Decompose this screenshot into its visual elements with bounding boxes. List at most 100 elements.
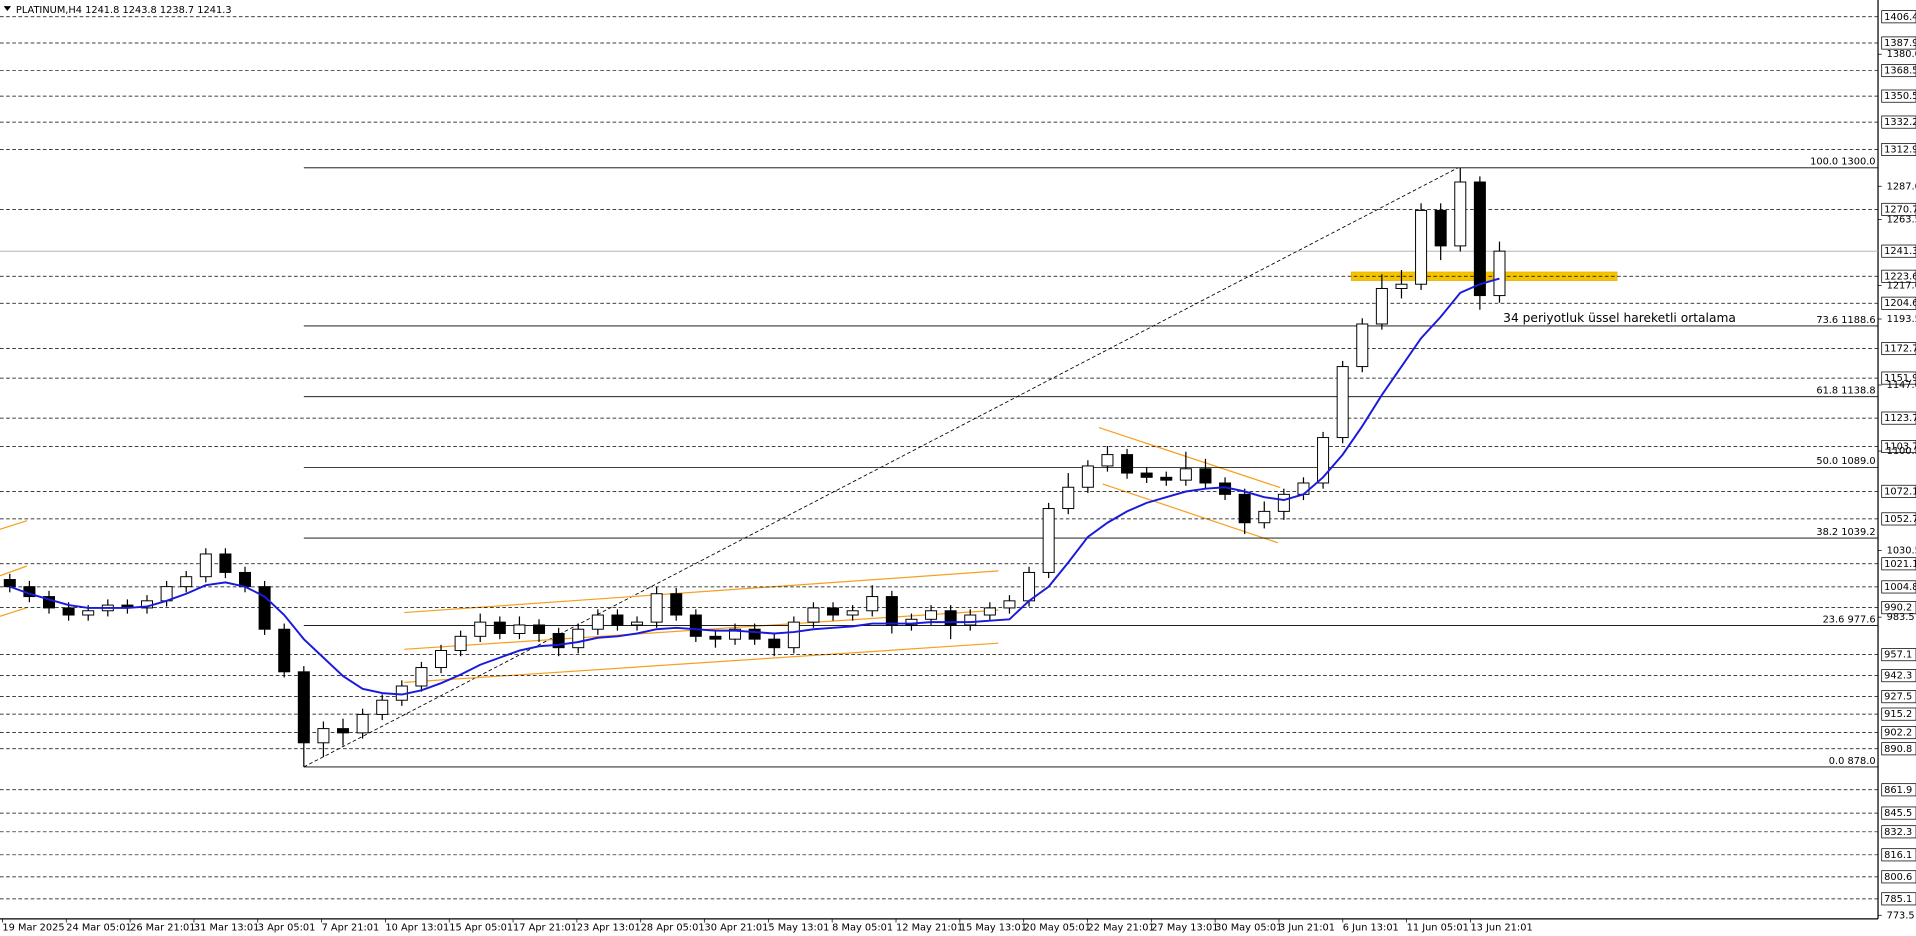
level-box [1881,825,1916,839]
level-box [1881,669,1916,683]
level-box [1881,440,1916,453]
level-box [1881,648,1916,662]
x-tick-label: 3 Apr 05:01 [258,922,316,933]
level-box [1881,342,1916,356]
level-label: 1072.1 [1884,486,1916,497]
candle-body [1375,287,1388,325]
candle-body [1356,323,1369,368]
level-box [1881,36,1916,50]
header-arrow [3,6,12,12]
x-tick-label: 8 May 05:01 [832,922,893,933]
candle-body [709,635,722,640]
candle-body [1121,454,1134,474]
level-label: 1406.4 [1884,12,1916,23]
x-tick-label: 11 Jun 05:01 [1407,922,1469,933]
candle-body [376,699,389,715]
marks [3,167,1506,767]
x-tick-label: 15 May 13:01 [960,922,1027,933]
level-label: 1172.7 [1884,344,1916,355]
candle-body [1101,454,1114,467]
channel2-lower [1102,483,1278,544]
y-tick-label: 773.5 [1887,910,1915,921]
candle-body [258,586,271,630]
candle-body [650,593,663,623]
candle-body [42,596,56,609]
candle-body [435,650,448,669]
candle-body [944,610,957,626]
level-label: 1151.9 [1884,373,1916,384]
x-tick-label: 28 Apr 05:01 [641,922,705,933]
candle-body [1415,209,1428,285]
y-tick-label: 1193.5 [1887,314,1916,325]
y-tick-label: 1100.5 [1887,446,1916,457]
level-label: 785.1 [1884,894,1912,905]
candle-body [1081,465,1094,488]
level-box [1881,296,1916,310]
x-tick-label: 24 Mar 05:01 [66,922,131,933]
candle-body [3,579,16,588]
candle-body [1434,209,1447,247]
level-box [1881,783,1916,797]
candle-body [729,628,742,640]
fib-label: 100.0 1300.0 [1810,157,1875,168]
x-tick-label: 22 May 21:01 [1087,922,1154,933]
x-tick-label: 12 May 21:01 [896,922,963,933]
candle-body [317,728,330,744]
candle-body [356,713,369,734]
fib-label: 50.0 1089.0 [1816,456,1875,467]
x-tick-label: 31 Mar 13:01 [194,922,259,933]
level-box [1881,512,1916,526]
level-label: 1270.7 [1884,204,1916,215]
y-tick-label: 1217.0 [1887,281,1916,292]
candle-body [1160,476,1173,481]
level-box [1881,143,1916,156]
level-label: 990.2 [1884,603,1912,614]
level-box [1881,557,1916,571]
candle-body [1140,472,1153,478]
candle-body [748,628,761,640]
candle-body [1297,482,1310,495]
x-tick-label: 15 Apr 05:01 [449,922,513,933]
x-tick-label: 23 Apr 13:01 [577,922,641,933]
level-label: 927.5 [1884,692,1912,703]
y-tick-label: 1030.5 [1887,545,1916,556]
candle-body [827,607,840,616]
level-label: 1103.7 [1884,442,1916,453]
level-box [1881,848,1916,862]
level-box [1881,371,1916,385]
level-label: 800.6 [1884,872,1912,883]
level-box [1881,580,1916,594]
channel-upper [404,570,999,614]
level-box [1881,484,1916,498]
level-label: 1223.6 [1884,271,1916,282]
candle-body [1336,366,1349,439]
fib-label: 73.6 1188.6 [1816,315,1875,326]
levels [0,16,1879,900]
level-label: 1021.1 [1884,559,1916,570]
candle-body [199,553,212,578]
x-tick-label: 3 Jun 21:01 [1279,922,1335,933]
candle-body [768,638,781,649]
level-box [1881,601,1916,615]
x-tick-label: 30 May 05:01 [1215,922,1282,933]
level-box [1881,892,1916,906]
candle-body [572,628,585,649]
candle-body [670,593,683,616]
level-label: 957.1 [1884,650,1912,661]
candle-body [807,607,820,623]
ema-annotation: 34 periyotluk üssel hareketli ortalama [1503,311,1736,325]
candle-body [689,614,702,637]
level-label: 1312.9 [1884,144,1916,155]
candle-body [1003,600,1016,609]
candle-body [611,614,624,626]
level-box [1881,89,1916,103]
level-label: 1204.6 [1884,298,1916,309]
level-label: 816.1 [1884,850,1912,861]
candle-body [533,624,546,634]
level-box [1881,202,1916,216]
candle-body [62,607,75,616]
level-label: 1332.2 [1884,117,1916,128]
candle-body [415,667,428,687]
